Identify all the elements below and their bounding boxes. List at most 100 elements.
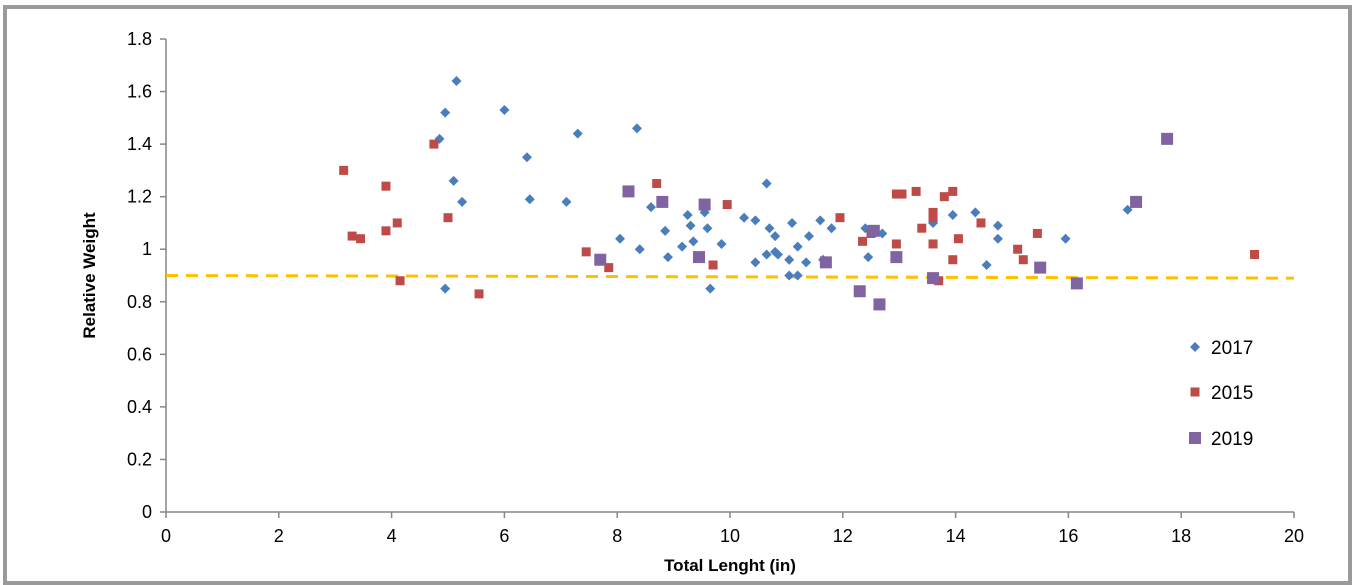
data-point-2017 — [981, 259, 992, 270]
y-tick-label: 0.2 — [127, 449, 152, 469]
y-axis-title: Relative Weight — [80, 212, 99, 339]
data-point-2017 — [615, 233, 626, 244]
data-point-2017 — [440, 107, 451, 118]
data-point-2017 — [448, 175, 459, 186]
data-point-2015 — [928, 207, 938, 217]
data-point-2015 — [835, 213, 845, 223]
y-tick-label: 1 — [142, 239, 152, 259]
data-point-2017 — [1060, 233, 1071, 244]
legend-marker — [1190, 342, 1200, 352]
data-point-2015 — [381, 181, 391, 191]
data-point-2015 — [381, 226, 391, 236]
legend-label-2017: 2017 — [1211, 338, 1253, 359]
data-point-2017 — [702, 223, 713, 234]
legend-label-2015: 2015 — [1211, 383, 1253, 404]
y-tick-label: 1.8 — [127, 29, 152, 49]
legend-item-2015: 2015 — [1190, 383, 1253, 404]
data-point-2017 — [761, 249, 772, 260]
series-2019 — [594, 132, 1174, 311]
x-tick-label: 12 — [833, 526, 853, 546]
data-point-2015 — [939, 192, 949, 202]
data-point-2015 — [953, 234, 963, 244]
data-point-2015 — [891, 239, 901, 249]
legend-marker-2015 — [1190, 387, 1200, 397]
data-point-2019 — [622, 185, 635, 198]
data-point-2015 — [652, 179, 662, 189]
chart-frame — [3, 5, 1352, 585]
data-point-2019 — [1161, 132, 1174, 145]
data-point-2015 — [1250, 249, 1260, 259]
data-point-2019 — [1070, 277, 1083, 290]
data-point-2017 — [631, 123, 642, 134]
data-point-2017 — [970, 207, 981, 218]
x-tick-label: 8 — [612, 526, 622, 546]
data-point-2015 — [474, 289, 484, 299]
legend-marker-2017 — [1190, 342, 1200, 352]
data-point-2017 — [499, 104, 510, 115]
data-point-2019 — [656, 195, 669, 208]
data-point-2015 — [948, 255, 958, 265]
y-tick-label: 1.2 — [127, 187, 152, 207]
x-tick-label: 4 — [387, 526, 397, 546]
data-point-2017 — [750, 215, 761, 226]
data-point-2015 — [392, 218, 402, 228]
data-point-2019 — [594, 253, 607, 266]
x-tick-label: 2 — [274, 526, 284, 546]
x-tick-label: 14 — [946, 526, 966, 546]
data-point-2019 — [927, 272, 940, 285]
data-point-2017 — [787, 217, 798, 228]
data-point-2019 — [698, 198, 711, 211]
y-tick-label: 0.8 — [127, 292, 152, 312]
x-tick-label: 20 — [1284, 526, 1304, 546]
data-point-2019 — [867, 224, 880, 237]
data-point-2017 — [792, 241, 803, 252]
data-point-2017 — [784, 270, 795, 281]
data-point-2017 — [784, 254, 795, 265]
data-point-2015 — [339, 165, 349, 175]
x-tick-label: 0 — [161, 526, 171, 546]
data-point-2015 — [948, 186, 958, 196]
data-point-2017 — [662, 252, 673, 263]
data-point-2017 — [772, 249, 783, 260]
data-point-2015 — [708, 260, 718, 270]
data-point-2015 — [581, 247, 591, 257]
data-point-2019 — [1034, 261, 1047, 274]
data-point-2017 — [863, 252, 874, 263]
y-tick-label: 0.4 — [127, 397, 152, 417]
data-point-2015 — [1018, 255, 1028, 265]
series-2015 — [339, 139, 1260, 299]
data-point-2019 — [890, 251, 903, 264]
data-point-2019 — [853, 285, 866, 298]
data-point-2015 — [443, 213, 453, 223]
data-point-2017 — [947, 210, 958, 221]
data-point-2017 — [677, 241, 688, 252]
data-point-2017 — [826, 223, 837, 234]
data-point-2015 — [858, 236, 868, 246]
data-point-2017 — [572, 128, 583, 139]
data-point-2017 — [660, 225, 671, 236]
x-axis-title: Total Lenght (in) — [664, 556, 796, 575]
data-point-2019 — [819, 256, 832, 269]
x-tick-label: 16 — [1058, 526, 1078, 546]
data-point-2015 — [1013, 244, 1023, 254]
data-point-2017 — [682, 210, 693, 221]
legend-marker — [1190, 387, 1200, 397]
data-point-2015 — [1032, 228, 1042, 238]
data-point-2015 — [347, 231, 357, 241]
x-axis-ticks: 0 2 4 6 8 10 12 14 16 18 20 — [161, 512, 1304, 546]
y-tick-label: 0.6 — [127, 344, 152, 364]
legend-marker-2019 — [1189, 432, 1201, 444]
data-point-2017 — [457, 196, 468, 207]
y-axis-ticks: 0 0.2 0.4 0.6 0.8 1 1.2 1.4 1.6 1.8 — [127, 29, 166, 522]
data-point-2017 — [561, 196, 572, 207]
x-tick-label: 18 — [1171, 526, 1191, 546]
legend-item-2019: 2019 — [1189, 429, 1253, 450]
data-point-2017 — [803, 231, 814, 242]
data-point-2017 — [440, 283, 451, 294]
data-point-2017 — [524, 194, 535, 205]
legend-item-2017: 2017 — [1190, 338, 1253, 359]
data-point-2017 — [688, 236, 699, 247]
data-points — [339, 76, 1260, 311]
data-point-2017 — [685, 220, 696, 231]
y-tick-label: 0 — [142, 502, 152, 522]
